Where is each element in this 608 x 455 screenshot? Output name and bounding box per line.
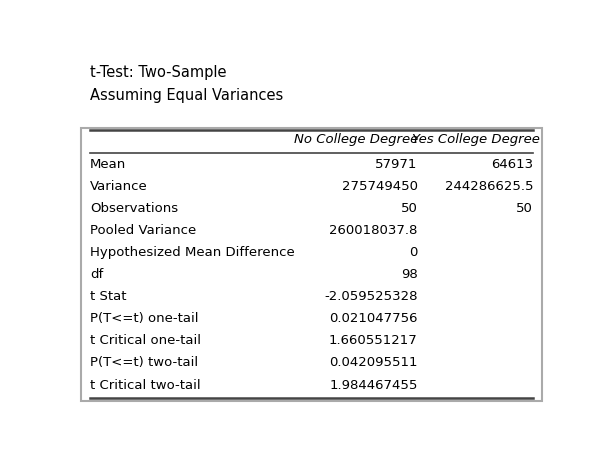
Text: t Critical two-tail: t Critical two-tail <box>90 379 201 392</box>
Text: 0.021047756: 0.021047756 <box>329 312 418 325</box>
Text: t-Test: Two-Sample: t-Test: Two-Sample <box>90 65 227 80</box>
Text: Observations: Observations <box>90 202 178 215</box>
Text: 260018037.8: 260018037.8 <box>330 224 418 237</box>
Text: 244286625.5: 244286625.5 <box>444 180 533 193</box>
Text: df: df <box>90 268 103 281</box>
Text: Yes College Degree: Yes College Degree <box>412 133 539 146</box>
Text: P(T<=t) one-tail: P(T<=t) one-tail <box>90 312 199 325</box>
Text: 1.660551217: 1.660551217 <box>329 334 418 348</box>
Text: 0.042095511: 0.042095511 <box>329 356 418 369</box>
Text: Variance: Variance <box>90 180 148 193</box>
Text: No College Degree: No College Degree <box>294 133 418 146</box>
Text: 98: 98 <box>401 268 418 281</box>
Text: P(T<=t) two-tail: P(T<=t) two-tail <box>90 356 198 369</box>
Text: t Critical one-tail: t Critical one-tail <box>90 334 201 348</box>
Text: 50: 50 <box>401 202 418 215</box>
Text: Mean: Mean <box>90 158 126 171</box>
Text: Hypothesized Mean Difference: Hypothesized Mean Difference <box>90 246 295 259</box>
Text: 57971: 57971 <box>375 158 418 171</box>
Text: -2.059525328: -2.059525328 <box>324 290 418 303</box>
Text: t Stat: t Stat <box>90 290 126 303</box>
Text: 0: 0 <box>409 246 418 259</box>
Text: 50: 50 <box>516 202 533 215</box>
Text: 1.984467455: 1.984467455 <box>330 379 418 392</box>
Text: 275749450: 275749450 <box>342 180 418 193</box>
Text: Assuming Equal Variances: Assuming Equal Variances <box>90 88 283 103</box>
Text: Pooled Variance: Pooled Variance <box>90 224 196 237</box>
Text: 64613: 64613 <box>491 158 533 171</box>
